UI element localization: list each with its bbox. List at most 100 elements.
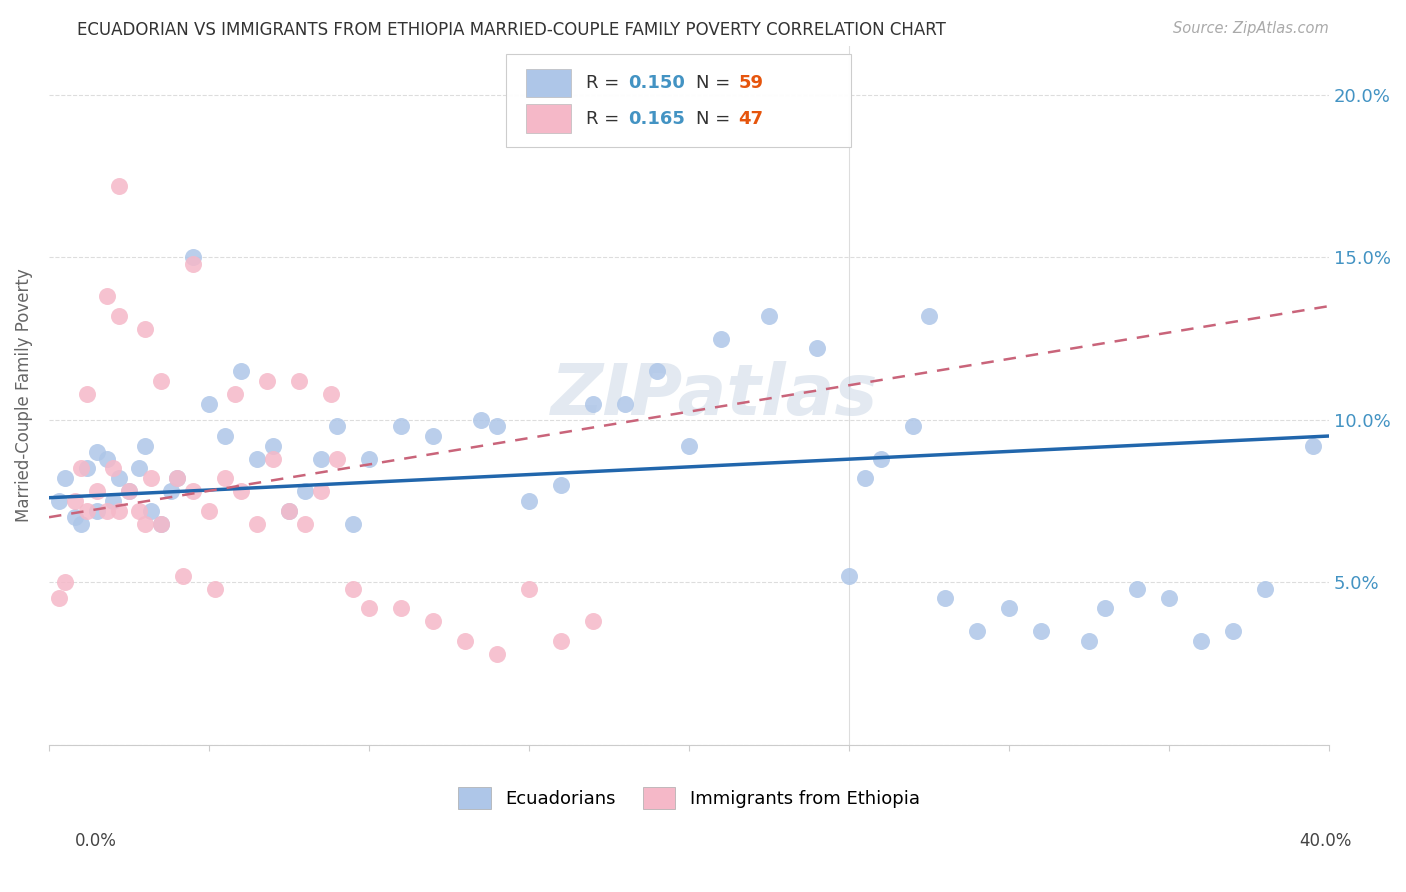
Point [853, 471, 876, 485]
Point [326, 451, 349, 466]
Point [901, 419, 924, 434]
Point [204, 582, 226, 596]
Text: 0.165: 0.165 [628, 110, 685, 128]
Point [48, 591, 70, 606]
Text: 47: 47 [738, 110, 763, 128]
Point [1302, 439, 1324, 453]
Point [278, 504, 301, 518]
Point [229, 364, 252, 378]
Point [214, 429, 236, 443]
Text: 59: 59 [738, 74, 763, 92]
Point [326, 419, 349, 434]
Point [96, 289, 118, 303]
Text: Source: ZipAtlas.com: Source: ZipAtlas.com [1173, 21, 1329, 36]
Point [141, 471, 163, 485]
Point [645, 364, 668, 378]
Point [108, 178, 131, 193]
Point [262, 439, 284, 453]
Point [256, 374, 278, 388]
Point [287, 374, 309, 388]
Point [53, 471, 76, 485]
Point [582, 396, 605, 410]
Point [517, 494, 540, 508]
Point [108, 471, 131, 485]
Point [422, 429, 444, 443]
Point [342, 582, 364, 596]
Point [101, 461, 124, 475]
Point [309, 451, 332, 466]
Point [134, 516, 156, 531]
Point [63, 510, 86, 524]
Point [262, 451, 284, 466]
Point [486, 647, 509, 661]
Point [96, 504, 118, 518]
Point [149, 516, 172, 531]
Point [214, 471, 236, 485]
Point [1254, 582, 1277, 596]
Point [141, 504, 163, 518]
Legend: Ecuadorians, Immigrants from Ethiopia: Ecuadorians, Immigrants from Ethiopia [451, 780, 927, 816]
Point [118, 484, 141, 499]
Point [966, 624, 988, 638]
Text: 0.0%: 0.0% [75, 831, 117, 849]
Point [224, 386, 246, 401]
Point [918, 309, 941, 323]
Point [838, 568, 860, 582]
Point [96, 451, 118, 466]
Point [614, 396, 637, 410]
Point [357, 451, 380, 466]
Point [166, 471, 188, 485]
Point [108, 504, 131, 518]
Point [70, 461, 93, 475]
Point [294, 484, 316, 499]
Point [582, 614, 605, 628]
Point [53, 575, 76, 590]
Point [550, 477, 572, 491]
Point [198, 396, 221, 410]
Point [229, 484, 252, 499]
Point [998, 601, 1021, 615]
Point [76, 386, 98, 401]
Point [678, 439, 700, 453]
Point [342, 516, 364, 531]
Point [517, 582, 540, 596]
Text: N =: N = [696, 74, 735, 92]
Point [134, 439, 156, 453]
Point [108, 309, 131, 323]
Point [357, 601, 380, 615]
Text: 0.150: 0.150 [628, 74, 685, 92]
Point [1189, 633, 1212, 648]
Point [309, 484, 332, 499]
Point [70, 516, 93, 531]
Point [710, 332, 733, 346]
Point [870, 451, 893, 466]
Point [86, 504, 108, 518]
Point [76, 461, 98, 475]
Point [134, 322, 156, 336]
Point [198, 504, 221, 518]
Text: N =: N = [696, 110, 735, 128]
Point [86, 445, 108, 459]
Text: R =: R = [586, 74, 626, 92]
Point [172, 568, 194, 582]
Point [101, 494, 124, 508]
Point [63, 494, 86, 508]
Point [389, 419, 412, 434]
Point [181, 484, 204, 499]
Point [246, 451, 269, 466]
Point [159, 484, 181, 499]
Point [149, 374, 172, 388]
Point [294, 516, 316, 531]
Point [319, 386, 342, 401]
Point [422, 614, 444, 628]
Point [758, 309, 780, 323]
Point [181, 251, 204, 265]
Point [1094, 601, 1116, 615]
Y-axis label: Married-Couple Family Poverty: Married-Couple Family Poverty [15, 268, 32, 523]
Point [246, 516, 269, 531]
Text: ECUADORIAN VS IMMIGRANTS FROM ETHIOPIA MARRIED-COUPLE FAMILY POVERTY CORRELATION: ECUADORIAN VS IMMIGRANTS FROM ETHIOPIA M… [77, 21, 946, 38]
Text: ZIPatlas: ZIPatlas [551, 361, 879, 430]
Point [1078, 633, 1101, 648]
Point [166, 471, 188, 485]
Point [486, 419, 509, 434]
